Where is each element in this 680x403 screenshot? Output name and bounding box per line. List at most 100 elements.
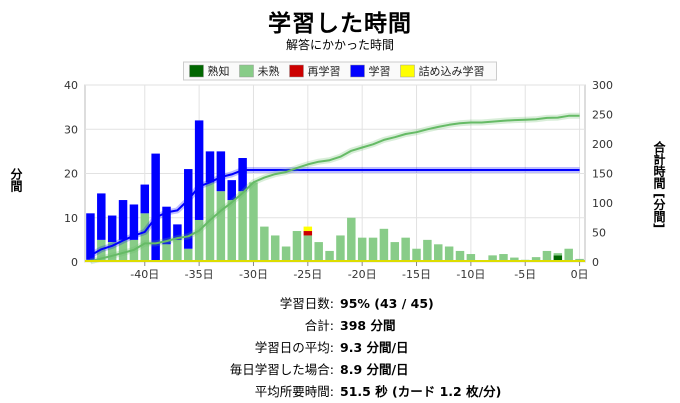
y-tick-label-right: 200 <box>592 138 613 151</box>
bar <box>227 200 236 262</box>
axes: 0 10 20 30 40 0 50 100 150 200 250 300 -40日 -35日 -30日 -… <box>64 79 613 281</box>
y-tick-label-left: 0 <box>71 256 78 269</box>
bar <box>205 151 215 183</box>
stat-label: 平均所要時間: <box>254 384 334 399</box>
bar <box>575 258 584 260</box>
bar <box>347 217 356 262</box>
bar <box>466 254 476 261</box>
bar <box>97 239 106 262</box>
legend-swatch <box>350 64 365 78</box>
bar <box>270 235 280 262</box>
legend-swatch <box>289 64 304 78</box>
y-tick-label-left: 20 <box>64 168 78 181</box>
y-tick-label-right: 250 <box>592 109 613 122</box>
bar <box>281 246 291 262</box>
grid-lines <box>85 84 585 263</box>
x-tick-label: -35日 <box>185 268 214 281</box>
x-tick-label: -25日 <box>293 268 322 281</box>
bar <box>216 151 226 192</box>
bar <box>379 228 389 262</box>
y-tick-label-right: 150 <box>592 168 613 181</box>
bar <box>97 193 106 240</box>
bar <box>107 215 117 243</box>
stat-row: 合計: 398 分間 <box>0 315 680 337</box>
bar <box>194 120 204 220</box>
bar <box>325 250 334 262</box>
bar <box>129 204 139 240</box>
stat-label: 学習日の平均: <box>254 340 334 355</box>
bar <box>162 206 171 245</box>
stat-value: 398 分間 <box>340 318 396 333</box>
bar <box>216 191 226 262</box>
stats-table: 学習日数: 95% (43 / 45) 合計: 398 分間 学習日の平均: 9… <box>0 293 680 403</box>
legend-swatch <box>189 64 204 78</box>
cumulative-line-halo <box>89 112 580 265</box>
legend-label: 熟知 <box>208 64 230 78</box>
stat-row: 平均所要時間: 51.5 秒 (カード 1.2 枚/分) <box>0 381 680 403</box>
y-tick-label-right: 0 <box>592 256 599 269</box>
bar <box>455 250 465 262</box>
bar <box>238 191 247 262</box>
cumulative-line <box>90 114 580 263</box>
stat-label: 学習日数: <box>279 296 334 311</box>
bar <box>368 237 378 262</box>
y-tick-label-left: 40 <box>64 79 78 92</box>
bar <box>184 169 193 249</box>
y-axis-label-left: 分間 <box>9 168 23 192</box>
bar <box>205 182 215 262</box>
bar <box>194 219 204 262</box>
bar <box>434 244 443 262</box>
bar <box>173 224 182 240</box>
bar <box>303 235 313 262</box>
stat-value: 9.3 分間/日 <box>340 340 409 355</box>
stat-value: 95% (43 / 45) <box>340 296 434 311</box>
legend-swatch <box>239 64 254 78</box>
y-axis-label-right: 合計時間 [分間] <box>652 141 666 229</box>
x-tick-label: -5日 <box>514 268 536 281</box>
bar <box>129 239 139 262</box>
bar <box>423 239 432 262</box>
bar <box>140 184 150 214</box>
bar <box>488 255 497 262</box>
y-tick-label-left: 10 <box>64 212 78 225</box>
bar <box>107 242 117 262</box>
bar <box>499 254 508 261</box>
y-tick-label-right: 50 <box>592 227 606 240</box>
bar <box>314 242 323 262</box>
bar <box>336 235 345 262</box>
bar-series <box>86 120 584 262</box>
bar <box>553 253 563 256</box>
y-tick-label-left: 30 <box>64 123 78 136</box>
bar <box>151 153 160 262</box>
x-tick-label: -40日 <box>130 268 159 281</box>
bar <box>173 239 182 262</box>
bar <box>564 248 573 262</box>
stat-label: 合計: <box>304 318 334 333</box>
legend-label: 詰め込み学習 <box>419 64 485 78</box>
cumulative-lines <box>88 112 580 265</box>
x-tick-label: -20日 <box>348 268 377 281</box>
bar <box>86 213 95 260</box>
chart-legend: 熟知 未熟 再学習 学習 詰め込み学習 <box>183 61 497 81</box>
legend-label: 未熟 <box>258 64 280 78</box>
bar <box>292 231 302 262</box>
chart-subtitle: 解答にかかった時間 <box>285 38 394 52</box>
bar <box>227 180 236 201</box>
bar <box>184 248 193 262</box>
stat-value: 8.9 分間/日 <box>340 362 409 377</box>
bar <box>118 200 128 240</box>
bar <box>260 226 269 262</box>
legend-swatch <box>400 64 415 78</box>
bar <box>140 213 150 262</box>
bar <box>357 237 367 262</box>
x-tick-label: 0日 <box>571 268 589 281</box>
bar <box>162 244 171 262</box>
bar <box>118 239 128 262</box>
cumulative-line <box>89 169 580 257</box>
bar <box>444 246 454 262</box>
stat-row: 毎日学習した場合: 8.9 分間/日 <box>0 359 680 381</box>
stat-row: 学習日数: 95% (43 / 45) <box>0 293 680 315</box>
stat-label: 毎日学習した場合: <box>229 362 334 377</box>
time-chart: 熟知 未熟 再学習 学習 詰め込み学習 0 10 20 30 40 0 50 100 150 200 250… <box>64 61 613 281</box>
bar <box>303 226 313 232</box>
